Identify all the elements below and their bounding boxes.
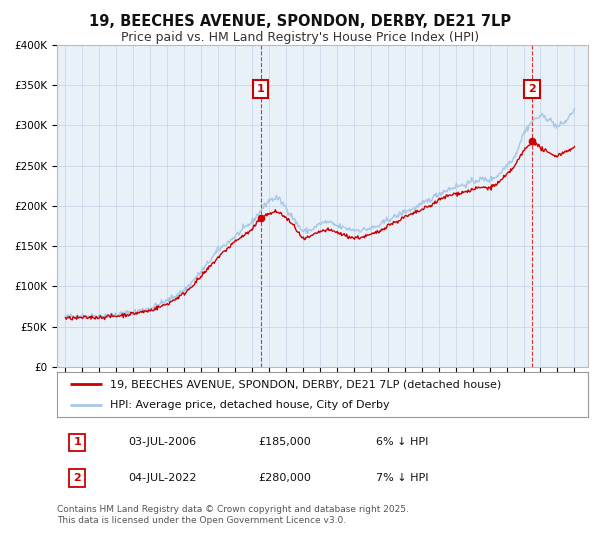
Text: 2: 2: [73, 473, 81, 483]
Text: 03-JUL-2006: 03-JUL-2006: [128, 437, 197, 447]
Text: 04-JUL-2022: 04-JUL-2022: [128, 473, 197, 483]
Text: Price paid vs. HM Land Registry's House Price Index (HPI): Price paid vs. HM Land Registry's House …: [121, 31, 479, 44]
Text: 7% ↓ HPI: 7% ↓ HPI: [376, 473, 428, 483]
Text: HPI: Average price, detached house, City of Derby: HPI: Average price, detached house, City…: [110, 400, 390, 410]
Text: 6% ↓ HPI: 6% ↓ HPI: [376, 437, 428, 447]
Text: £280,000: £280,000: [259, 473, 311, 483]
Text: £185,000: £185,000: [259, 437, 311, 447]
Text: 1: 1: [257, 84, 265, 94]
Text: Contains HM Land Registry data © Crown copyright and database right 2025.
This d: Contains HM Land Registry data © Crown c…: [57, 505, 409, 525]
Text: 19, BEECHES AVENUE, SPONDON, DERBY, DE21 7LP: 19, BEECHES AVENUE, SPONDON, DERBY, DE21…: [89, 14, 511, 29]
Text: 19, BEECHES AVENUE, SPONDON, DERBY, DE21 7LP (detached house): 19, BEECHES AVENUE, SPONDON, DERBY, DE21…: [110, 380, 502, 390]
Text: 1: 1: [73, 437, 81, 447]
Text: 2: 2: [528, 84, 536, 94]
